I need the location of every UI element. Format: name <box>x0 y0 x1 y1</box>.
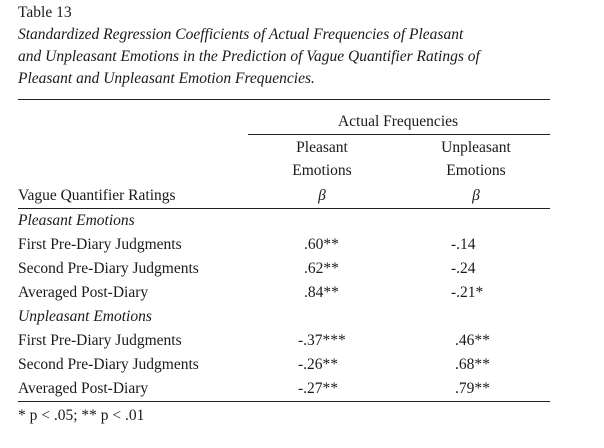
row-label: Second Pre-Diary Judgments <box>18 260 199 277</box>
col-unpleasant-header-line-2: Emotions <box>446 162 506 179</box>
cell-unpleasant: -.24 <box>451 260 476 277</box>
section-title-unpleasant: Unpleasant Emotions <box>18 308 152 325</box>
table-footnote: * p < .05; ** p < .01 <box>18 407 145 424</box>
table-caption-line-1: Standardized Regression Coefficients of … <box>18 26 464 43</box>
cell-unpleasant: .68** <box>455 356 490 373</box>
header-rule <box>18 208 550 209</box>
spanner-rule <box>248 134 550 135</box>
cell-pleasant: -.37*** <box>298 332 346 349</box>
row-label: Averaged Post-Diary <box>18 284 149 301</box>
spanner-header: Actual Frequencies <box>337 113 459 130</box>
top-rule <box>18 99 550 100</box>
col-pleasant-header-line-1: Pleasant <box>296 139 348 156</box>
cell-pleasant: .84** <box>304 284 339 301</box>
col-unpleasant-header-line-1: Unpleasant <box>441 139 511 156</box>
cell-unpleasant: -.14 <box>451 236 476 253</box>
bottom-rule <box>18 401 550 402</box>
cell-unpleasant: .79** <box>455 380 490 397</box>
col-pleasant-beta: β <box>318 187 326 204</box>
cell-unpleasant: .46** <box>455 332 490 349</box>
row-label: First Pre-Diary Judgments <box>18 236 182 253</box>
cell-pleasant: -.26** <box>298 356 339 373</box>
table-caption-line-3: Pleasant and Unpleasant Emotion Frequenc… <box>18 70 315 87</box>
row-label: Second Pre-Diary Judgments <box>18 356 199 373</box>
table-label: Table 13 <box>18 4 72 21</box>
section-title-pleasant: Pleasant Emotions <box>18 212 135 229</box>
row-label: First Pre-Diary Judgments <box>18 332 182 349</box>
table-caption-line-2: and Unpleasant Emotions in the Predictio… <box>18 48 480 65</box>
col-pleasant-header-line-2: Emotions <box>292 162 352 179</box>
row-label: Averaged Post-Diary <box>18 380 149 397</box>
col-unpleasant-beta: β <box>472 187 480 204</box>
cell-pleasant: .62** <box>304 260 339 277</box>
cell-unpleasant: -.21* <box>451 284 484 301</box>
stub-header: Vague Quantifier Ratings <box>18 187 176 204</box>
cell-pleasant: .60** <box>304 236 339 253</box>
cell-pleasant: -.27** <box>298 380 339 397</box>
